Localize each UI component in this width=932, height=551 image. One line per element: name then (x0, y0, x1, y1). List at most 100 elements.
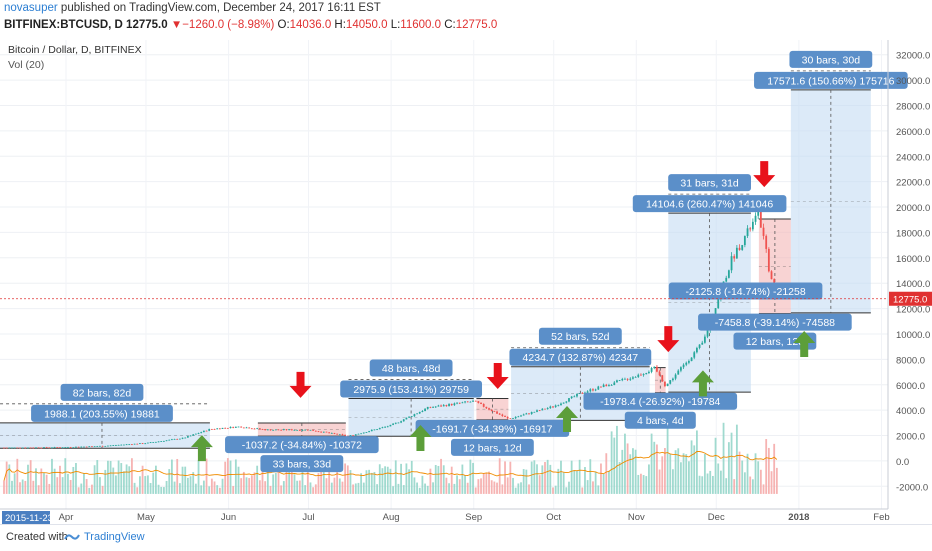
candle-body (613, 382, 616, 386)
volume-bar (637, 474, 640, 494)
volume-bar (517, 483, 520, 494)
volume-bar (496, 482, 498, 494)
volume-ma (3, 451, 778, 481)
volume-bar (360, 473, 363, 494)
candle-body (616, 380, 618, 383)
measure-bars-label-bg (451, 438, 534, 456)
volume-bar (205, 458, 208, 494)
candle-body (77, 446, 80, 448)
volume-bar (450, 466, 453, 494)
candle-body (3, 447, 5, 449)
candle-body (115, 445, 117, 446)
y-tick-label: 0.0 (896, 457, 909, 468)
volume-bar (501, 484, 504, 494)
volume-bar (8, 464, 11, 494)
candle-body (152, 442, 155, 443)
volume-bar (594, 471, 597, 494)
price-chart[interactable]: 1988.1 (203.55%) 19881 82 bars, 82d -1037.… (0, 40, 932, 524)
volume-bar (320, 467, 323, 494)
candle-body (394, 422, 397, 424)
candle-body (35, 447, 37, 449)
y-tick-label: 20000.0 (896, 203, 930, 214)
volume-bar (578, 459, 581, 494)
measure-bars-label-bg (624, 411, 696, 429)
candle-body (581, 393, 584, 394)
candle-body (250, 428, 253, 430)
measure-bars-label: 52 bars, 52d (551, 331, 610, 343)
volume-bar (386, 466, 389, 494)
candle-body (634, 376, 637, 378)
volume-bar (24, 480, 27, 494)
candle-body (72, 447, 75, 449)
volume-bar (147, 475, 149, 494)
volume-bar (757, 461, 760, 494)
volume-bar (354, 483, 357, 494)
volume-bar (155, 465, 157, 494)
y-tick-label: 16000.0 (896, 254, 930, 265)
candle-body (45, 447, 48, 448)
volume-bar (530, 461, 533, 494)
up-arrow-icon (556, 405, 579, 432)
y-tick-label: 28000.0 (896, 101, 930, 112)
candle-body (120, 444, 123, 446)
volume-bar (632, 448, 634, 494)
candle-body (69, 447, 72, 448)
candle-body (293, 430, 296, 431)
candle-body (117, 444, 120, 446)
volume-bar (373, 471, 376, 494)
volume-bar (680, 462, 682, 494)
candle-body (578, 393, 581, 394)
volume-bar (735, 424, 738, 494)
volume-bar (389, 468, 392, 494)
candle-body (762, 227, 765, 236)
candle-body (754, 215, 757, 222)
volume-bar (61, 477, 64, 494)
volume-bar (458, 479, 461, 494)
volume-bar (528, 484, 530, 494)
volume-bar (413, 477, 416, 494)
candle-body (746, 228, 749, 237)
candle-body (216, 428, 219, 430)
candle-body (93, 446, 96, 448)
volume-bar (565, 487, 568, 494)
volume-bar (434, 465, 437, 494)
candle-body (245, 427, 248, 429)
volume-bar (544, 462, 546, 494)
candle-body (309, 429, 312, 431)
tradingview-brand[interactable]: TradingView (84, 531, 145, 543)
volume-bar (600, 463, 602, 494)
volume-bar (472, 462, 474, 494)
volume-bar (410, 460, 413, 494)
volume-bar (477, 479, 480, 494)
author-link[interactable]: novasuper (4, 2, 58, 14)
volume-bar (141, 465, 144, 494)
candle-body (650, 368, 653, 372)
created-with-label: Created with (6, 531, 68, 543)
volume-bar (322, 467, 325, 494)
volume-bar (560, 460, 562, 494)
volume-bar (448, 483, 450, 494)
measure-range-label-bg (415, 419, 570, 437)
candle-body (464, 401, 466, 403)
volume-bar (661, 456, 664, 494)
measure-range-label-bg (698, 313, 852, 331)
volume-bar (770, 471, 773, 494)
candle-body (461, 402, 464, 404)
candle-body (661, 375, 664, 382)
volume-bar (554, 485, 557, 494)
volume-bar (168, 469, 171, 494)
candle-body (64, 447, 67, 448)
candle-body (576, 393, 578, 397)
volume-bar (43, 473, 45, 494)
volume-bar (338, 478, 341, 494)
measure-range-label: 1988.1 (203.55%) 19881 (44, 408, 160, 420)
candle-body (688, 361, 690, 363)
x-tick-label: Jul (302, 512, 314, 523)
volume-bar (378, 464, 381, 494)
candle-body (458, 402, 461, 404)
axes: 32000.0 30000.0 28000.0 26000.0 24000.0 22000… (0, 40, 932, 524)
volume-bar (16, 458, 19, 494)
volume-bar (461, 464, 464, 494)
volume-bar (512, 477, 514, 494)
y-tick-label: -2000.0 (896, 482, 928, 493)
